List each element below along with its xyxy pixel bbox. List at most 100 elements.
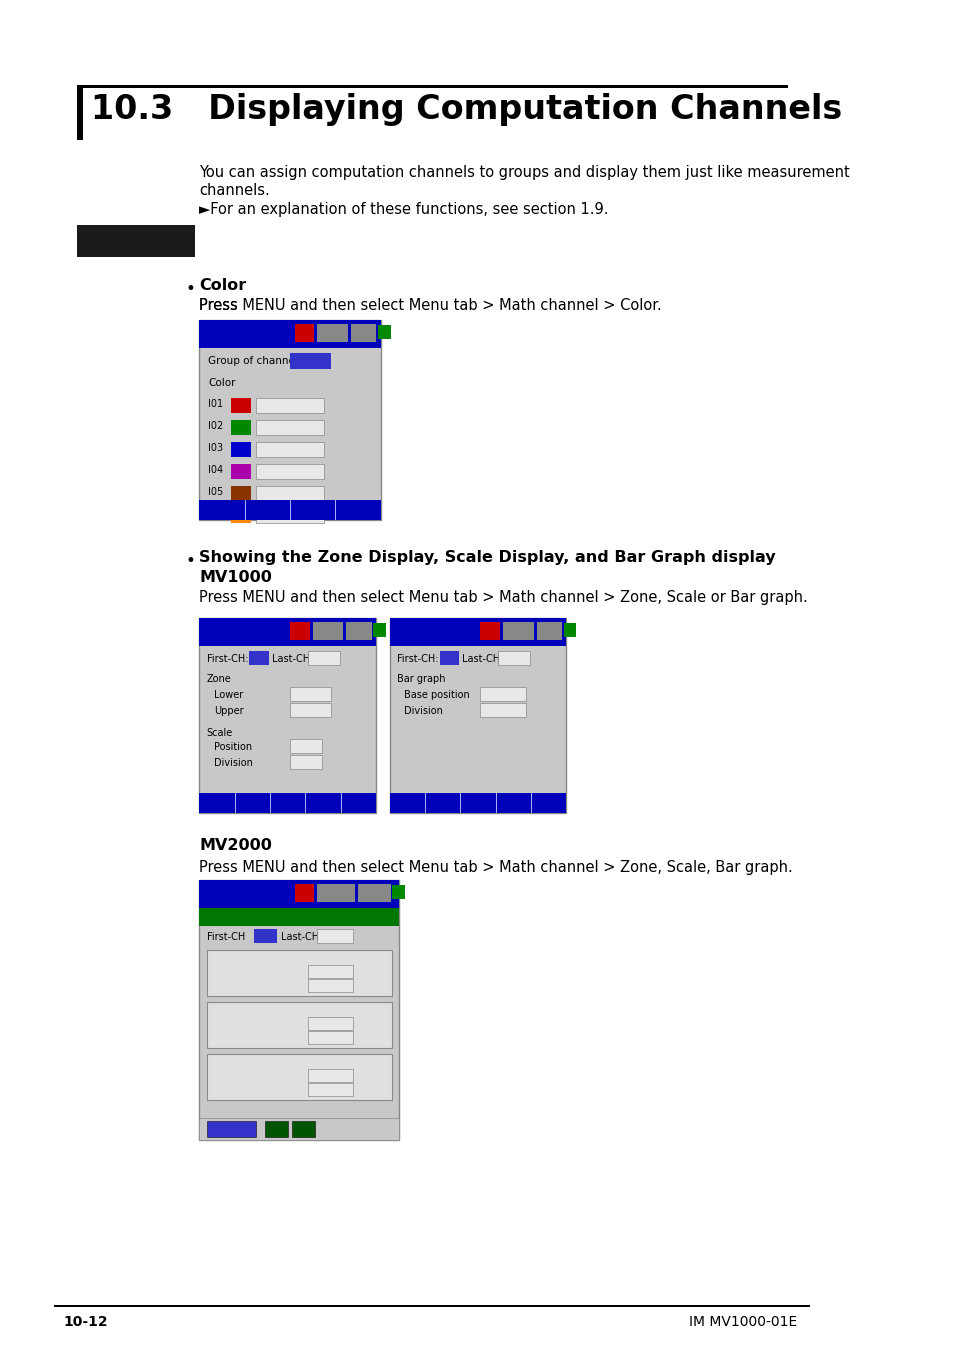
Text: -1: -1: [299, 1125, 308, 1134]
Text: Brown: Brown: [275, 489, 304, 498]
Text: Input: Input: [220, 1125, 242, 1134]
Bar: [392, 886, 405, 899]
Text: MV2000: MV2000: [199, 838, 272, 853]
Bar: [264, 1120, 288, 1137]
Bar: [377, 325, 390, 339]
Bar: [290, 687, 331, 701]
Bar: [54, 1305, 809, 1307]
Text: Blue: Blue: [279, 444, 300, 454]
Text: EL: EL: [295, 628, 304, 634]
Bar: [308, 965, 353, 977]
Text: I06: I06: [208, 509, 223, 518]
Bar: [207, 950, 391, 996]
Text: channels.: channels.: [199, 184, 270, 198]
Text: 104: 104: [505, 798, 519, 807]
Bar: [316, 929, 353, 944]
Text: 0  %: 0 %: [321, 967, 340, 976]
Text: 10: 10: [497, 706, 508, 714]
Text: EVENT: EVENT: [321, 329, 344, 336]
Text: I04: I04: [208, 464, 223, 475]
Text: 10-12: 10-12: [63, 1315, 108, 1328]
Bar: [316, 324, 348, 342]
Text: Bar graph: Bar graph: [396, 674, 445, 684]
Text: MV1000: MV1000: [199, 570, 272, 585]
Text: 100 %: 100 %: [321, 980, 348, 990]
Bar: [77, 85, 787, 88]
Bar: [199, 618, 375, 647]
Bar: [255, 441, 323, 458]
Bar: [479, 687, 525, 701]
Text: Last-CH:: Last-CH:: [461, 653, 503, 664]
Text: Division: Division: [213, 1034, 253, 1044]
Text: EL: EL: [486, 628, 494, 634]
Text: Display: Display: [102, 232, 170, 250]
Bar: [351, 324, 375, 342]
Bar: [199, 320, 380, 348]
Text: Showing the Zone Display, Scale Display, and Bar Graph display: Showing the Zone Display, Scale Display,…: [199, 549, 775, 566]
Text: GROUP 1: GROUP 1: [203, 884, 241, 892]
Bar: [231, 486, 251, 501]
Text: 2008/01/23 17:45:40: 2008/01/23 17:45:40: [203, 333, 291, 342]
Bar: [255, 398, 323, 413]
Text: EVENT: EVENT: [506, 628, 529, 634]
Bar: [255, 464, 323, 479]
Bar: [255, 508, 323, 522]
Bar: [199, 320, 380, 520]
Text: 102: 102: [245, 798, 259, 807]
Bar: [294, 884, 314, 902]
Text: Press MENU and then select Menu tab > Math channel > Zone, Scale, Bar graph.: Press MENU and then select Menu tab > Ma…: [199, 860, 792, 875]
Text: Upper: Upper: [221, 981, 251, 992]
Text: EVENT: EVENT: [324, 890, 348, 896]
Text: I02: I02: [208, 421, 223, 431]
Text: I01: I01: [259, 931, 272, 941]
Bar: [77, 88, 83, 140]
Text: Press: Press: [199, 298, 242, 313]
Text: I19-I24: I19-I24: [344, 505, 371, 514]
Bar: [563, 622, 576, 637]
Text: ►For an explanation of these functions, see section 1.9.: ►For an explanation of these functions, …: [199, 202, 608, 217]
Text: First-CH:: First-CH:: [207, 653, 248, 664]
Text: 2008/01/23 17:45:51: 2008/01/23 17:45:51: [203, 630, 291, 640]
Text: I01: I01: [208, 400, 223, 409]
Bar: [199, 500, 380, 520]
Text: IM MV1000-01E: IM MV1000-01E: [689, 1315, 797, 1328]
Bar: [479, 622, 499, 640]
Bar: [290, 352, 331, 369]
Text: 101: 101: [315, 653, 331, 663]
Bar: [231, 508, 251, 522]
Text: I01: I01: [329, 931, 341, 941]
Text: Group of channel: Group of channel: [208, 356, 298, 366]
Text: Scale: Scale: [286, 1007, 312, 1017]
Text: I03: I03: [208, 443, 223, 454]
Text: I01-I06: I01-I06: [209, 505, 235, 514]
Bar: [77, 225, 194, 256]
Text: 10: 10: [325, 1033, 335, 1041]
Text: Press MENU and then select Menu tab > Math channel > Zone, Scale or Bar graph.: Press MENU and then select Menu tab > Ma…: [199, 590, 807, 605]
Bar: [308, 1031, 353, 1044]
Text: Position: Position: [213, 743, 252, 752]
Text: EVENT: EVENT: [316, 628, 339, 634]
Text: Last-CH: Last-CH: [280, 931, 318, 942]
Bar: [439, 651, 459, 666]
Bar: [199, 909, 398, 926]
Bar: [207, 1054, 391, 1100]
Text: Math channel > Zone, Scale, Bar graph: Math channel > Zone, Scale, Bar graph: [210, 913, 388, 922]
Bar: [313, 622, 343, 640]
Bar: [389, 792, 566, 813]
Text: 1hour: 1hour: [348, 628, 369, 634]
Text: 1hour: 1hour: [538, 628, 559, 634]
Text: GROUP 1: GROUP 1: [203, 622, 241, 630]
Text: 101: 101: [441, 653, 456, 663]
Bar: [249, 651, 269, 666]
Text: 101: 101: [399, 798, 414, 807]
Bar: [231, 464, 251, 479]
Bar: [231, 398, 251, 413]
Bar: [255, 486, 323, 501]
Text: 10: 10: [300, 757, 311, 767]
Text: Green: Green: [276, 423, 303, 432]
Text: First-CH: First-CH: [207, 931, 245, 942]
Text: I07-I12: I07-I12: [253, 505, 280, 514]
Text: +1: +1: [270, 1125, 282, 1134]
Text: GROUP 1: GROUP 1: [203, 324, 241, 333]
Text: Color: Color: [199, 278, 247, 293]
